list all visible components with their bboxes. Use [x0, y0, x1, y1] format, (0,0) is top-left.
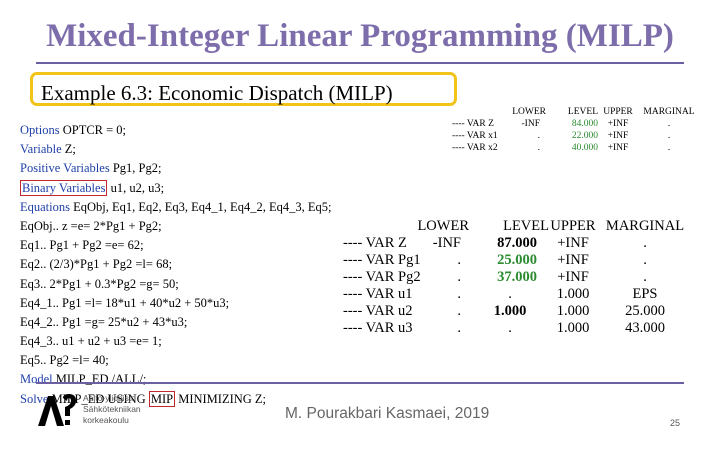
logo-line: korkeakoulu	[83, 415, 129, 425]
mip-highlight: MIP	[148, 390, 176, 407]
var-name: ---- VAR u1	[343, 286, 413, 302]
code-line: Eq2.. (2/3)*Pg1 + Pg2 =l= 68;	[20, 257, 173, 272]
code-keyword: Equations	[20, 199, 70, 214]
aalto-logo: Aalto-yliopisto Sähkötekniikan korkeakou…	[36, 392, 216, 432]
upper-value: +INF	[557, 235, 589, 251]
header-lower: LOWER	[512, 107, 546, 117]
upper-value: 1.000	[556, 303, 590, 319]
example-title-box: Example 6.3: Economic Dispatch (MILP)	[30, 72, 457, 106]
code-keyword: Solve	[20, 391, 49, 406]
marginal-value: .	[667, 143, 671, 153]
upper-value: 1.000	[556, 320, 590, 336]
lower-value: .	[457, 320, 461, 336]
code-keyword: Variable	[20, 142, 62, 157]
marginal-value: EPS	[632, 286, 658, 302]
code-text: EqObj, Eq1, Eq2, Eq3, Eq4_1, Eq4_2, Eq4_…	[70, 199, 332, 214]
code-text: u1, u2, u3;	[107, 180, 165, 195]
code-line: Eq3.. 2*Pg1 + 0.3*Pg2 =g= 50;	[20, 276, 179, 291]
page-number: 25	[670, 418, 681, 428]
header-lower: LOWER	[417, 218, 469, 234]
marginal-value: .	[643, 252, 647, 268]
code-text: Pg1, Pg2;	[109, 161, 162, 176]
example-title: Example 6.3: Economic Dispatch (MILP)	[41, 81, 393, 105]
gams-code-block: Options OPTCR = 0; Variable Z; Positive …	[20, 121, 350, 409]
code-line: Positive Variables Pg1, Pg2;	[20, 159, 350, 178]
var-name: ---- VAR u3	[343, 320, 413, 336]
marginal-value: 25.000	[625, 303, 665, 319]
code-line: Equations EqObj, Eq1, Eq2, Eq3, Eq4_1, E…	[20, 198, 350, 217]
var-name: ---- VAR Z	[343, 235, 407, 251]
level-value: .	[508, 286, 512, 302]
var-name: ---- VAR Z	[452, 119, 494, 129]
logo-text: Aalto-yliopisto Sähkötekniikan korkeakou…	[83, 393, 141, 426]
marginal-value: 43.000	[625, 320, 665, 336]
upper-value: 1.000	[556, 286, 590, 302]
code-line: Eq4_3.. u1 + u2 + u3 =e= 1;	[20, 334, 162, 349]
lower-value: .	[537, 131, 540, 141]
header-upper: UPPER	[550, 218, 596, 234]
header-marginal: MARGINAL	[605, 218, 685, 234]
marginal-value: .	[643, 269, 647, 285]
header-upper: UPPER	[603, 107, 633, 117]
code-text: MINIMIZING Z;	[175, 391, 267, 406]
level-value: 37.000	[497, 269, 537, 285]
var-name: ---- VAR u2	[343, 303, 413, 319]
lower-value: -INF	[521, 119, 540, 129]
code-line: Eq5.. Pg2 =l= 40;	[20, 353, 109, 368]
var-name: ---- VAR x2	[452, 143, 498, 153]
code-text: MILP_ED /ALL/;	[52, 372, 147, 387]
upper-value: +INF	[607, 119, 629, 129]
level-value: 40.000	[571, 143, 598, 153]
code-text: OPTCR = 0;	[59, 123, 127, 137]
code-text: Z;	[61, 142, 76, 157]
code-keyword: Options	[20, 123, 60, 137]
level-value: .	[508, 320, 512, 336]
code-keyword: Model	[20, 372, 53, 387]
marginal-value: .	[667, 131, 671, 141]
logo-line: Aalto-yliopisto	[83, 393, 136, 403]
upper-value: +INF	[607, 143, 629, 153]
var-name: ---- VAR x1	[452, 131, 498, 141]
upper-value: +INF	[557, 269, 589, 285]
code-line: Solve MILP_ED USING MIP MINIMIZING Z;	[20, 390, 350, 409]
var-name: ---- VAR Pg1	[343, 252, 421, 268]
level-value: 84.000	[571, 119, 598, 129]
lower-value: .	[457, 252, 461, 268]
slide-title: Mixed-Integer Linear Programming (MILP)	[46, 18, 674, 54]
header-level: LEVEL	[503, 218, 549, 234]
header-level: LEVEL	[567, 107, 598, 117]
level-value: 22.000	[571, 131, 598, 141]
footer-divider	[36, 382, 684, 384]
lower-value: -INF	[432, 235, 461, 251]
marginal-value: .	[667, 119, 671, 129]
lower-value: .	[457, 286, 461, 302]
code-line: Eq4_2.. Pg1 =g= 25*u2 + 43*u3;	[20, 314, 188, 329]
binary-variables-highlight: Binary Variables	[20, 179, 108, 196]
logo-line: Sähkötekniikan	[83, 404, 141, 414]
level-value: 25.000	[497, 252, 537, 268]
lower-value: .	[457, 269, 461, 285]
title-divider	[36, 62, 684, 64]
marginal-value: .	[643, 235, 647, 251]
var-name: ---- VAR Pg2	[343, 269, 421, 285]
upper-value: +INF	[607, 131, 629, 141]
code-keyword: Positive Variables	[20, 161, 110, 176]
header-marginal: MARGINAL	[643, 107, 695, 117]
code-line: Eq4_1.. Pg1 =l= 18*u1 + 40*u2 + 50*u3;	[20, 295, 230, 310]
lower-value: .	[457, 303, 461, 319]
code-line: Options OPTCR = 0;	[20, 121, 350, 140]
code-line: Binary Variables u1, u2, u3;	[20, 179, 350, 198]
aalto-logo-icon	[38, 394, 76, 426]
code-line: EqObj.. z =e= 2*Pg1 + Pg2;	[20, 218, 162, 233]
code-line: Variable Z;	[20, 140, 350, 159]
author-credit: M. Pourakbari Kasmaei, 2019	[285, 405, 490, 422]
code-line: Eq1.. Pg1 + Pg2 =e= 62;	[20, 238, 144, 253]
level-value: 1.000	[493, 303, 527, 319]
code-line: Model MILP_ED /ALL/;	[20, 370, 350, 389]
level-value: 87.000	[497, 235, 537, 251]
lower-value: .	[537, 143, 540, 153]
upper-value: +INF	[557, 252, 589, 268]
